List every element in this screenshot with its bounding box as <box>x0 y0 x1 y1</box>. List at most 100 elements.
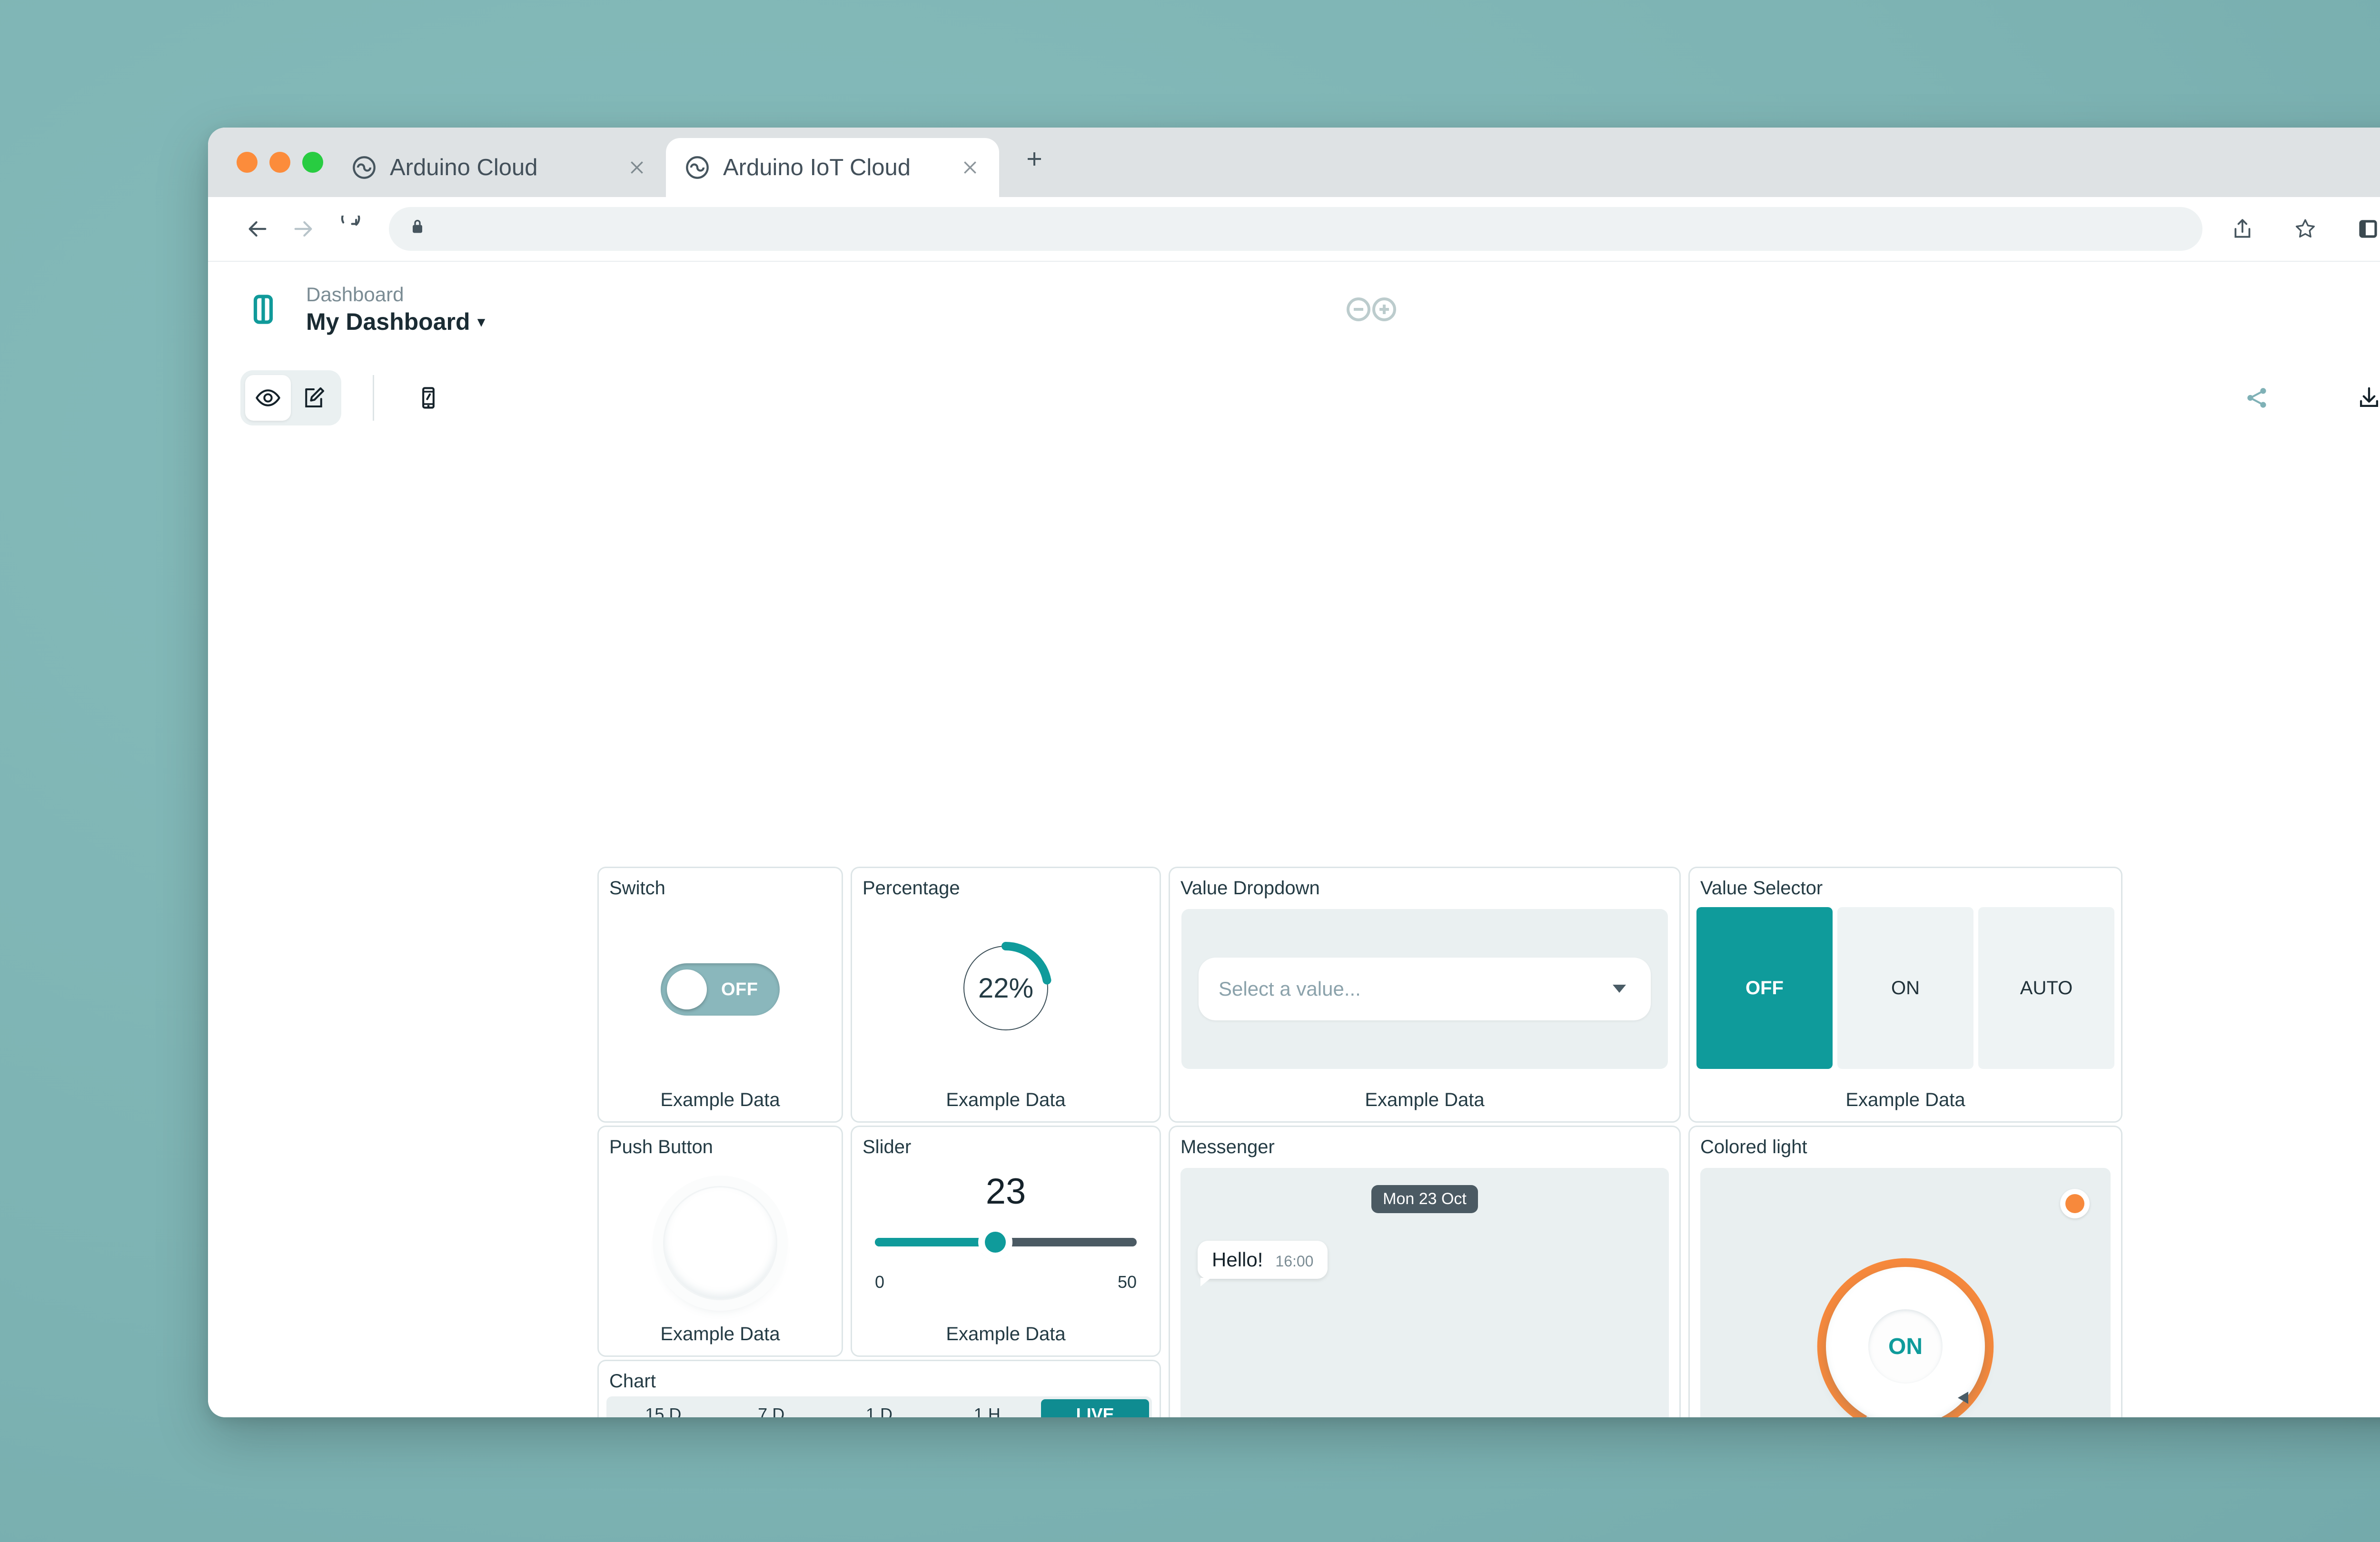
mode-toggle-group <box>240 370 341 425</box>
edit-mode-button[interactable] <box>291 375 337 421</box>
widget-title: Push Button <box>609 1137 713 1157</box>
mobile-preview-button[interactable] <box>406 375 451 421</box>
dashboard-canvas: Switch OFF Example Data Percentage <box>208 439 2380 1417</box>
switch-control-area: OFF <box>599 963 842 1016</box>
percentage-gauge: 22% <box>958 940 1053 1036</box>
value-selector-options: OFF ON AUTO <box>1696 907 2114 1069</box>
message-text: Hello! <box>1212 1248 1263 1271</box>
tab-title: Arduino IoT Cloud <box>723 155 911 180</box>
widget-slider[interactable]: Slider 23 0 50 Example Data <box>851 1126 1161 1357</box>
message-date-divider-row: Mon 23 Oct <box>1180 1185 1669 1213</box>
page-title-text: My Dashboard <box>306 308 470 335</box>
slider-min: 0 <box>875 1272 885 1292</box>
value-selector-option-off[interactable]: OFF <box>1696 907 1833 1069</box>
tab-arduino-cloud[interactable]: Arduino Cloud <box>333 138 666 197</box>
message-date-divider: Mon 23 Oct <box>1371 1185 1478 1213</box>
widget-switch[interactable]: Switch OFF Example Data <box>597 867 843 1123</box>
slider-track[interactable] <box>875 1232 1137 1253</box>
percentage-gauge-area: 22% <box>852 940 1160 1036</box>
minimize-window-button[interactable] <box>269 152 290 173</box>
browser-actions: S <box>2220 206 2380 252</box>
widget-title: Chart <box>609 1371 656 1392</box>
color-swatch[interactable] <box>2060 1189 2090 1218</box>
chart-range-1d[interactable]: 1 D <box>865 1404 892 1417</box>
app-header: Dashboard My Dashboard ▾ <box>208 262 2380 357</box>
slider-range-labels: 0 50 <box>875 1272 1137 1292</box>
chart-range-15d[interactable]: 15 D <box>645 1404 682 1417</box>
dashboard-action-bar <box>208 357 2380 439</box>
widget-value-dropdown[interactable]: Value Dropdown Select a value... Example… <box>1169 867 1681 1123</box>
light-dial[interactable]: ON <box>1813 1254 1998 1417</box>
close-window-button[interactable] <box>237 152 258 173</box>
slider-area: 23 0 50 <box>875 1171 1137 1292</box>
breadcrumb: Dashboard My Dashboard ▾ <box>306 284 485 335</box>
widget-title: Value Dropdown <box>1180 878 1320 899</box>
chart-range-7d[interactable]: 7 D <box>758 1404 785 1417</box>
slider-thumb[interactable] <box>985 1232 1006 1253</box>
push-button-area <box>599 1186 842 1300</box>
message-row: Hello! 16:00 <box>1198 1241 1669 1286</box>
message-bubble: Hello! 16:00 <box>1198 1241 1328 1286</box>
slider-max: 50 <box>1117 1272 1137 1292</box>
colored-light-panel: ON 100 <box>1700 1168 2111 1417</box>
widget-footer: Example Data <box>1845 1089 1965 1110</box>
close-icon[interactable] <box>624 155 650 180</box>
chart-range-1h[interactable]: 1 H <box>973 1404 1001 1417</box>
arduino-favicon-icon <box>685 155 710 180</box>
value-selector-option-auto[interactable]: AUTO <box>1978 907 2114 1069</box>
chevron-down-icon: ▾ <box>477 314 485 330</box>
widget-chart[interactable]: Chart 15 D 7 D 1 D 1 H LIVE <box>597 1360 1161 1417</box>
bookmark-star-icon[interactable] <box>2282 206 2328 252</box>
widget-messenger[interactable]: Messenger Mon 23 Oct Hello! 16:00 Type a <box>1169 1126 1681 1417</box>
switch-toggle[interactable]: OFF <box>661 963 780 1016</box>
share-icon[interactable] <box>2220 206 2265 252</box>
download-icon[interactable] <box>2346 375 2380 421</box>
light-state-button[interactable]: ON <box>1868 1309 1943 1384</box>
value-selector-option-on[interactable]: ON <box>1837 907 1973 1069</box>
widget-title: Percentage <box>863 878 960 899</box>
switch-knob <box>667 969 707 1009</box>
reload-icon[interactable] <box>326 206 372 252</box>
view-mode-button[interactable] <box>245 375 291 421</box>
message-time: 16:00 <box>1275 1253 1314 1270</box>
dropdown-select[interactable]: Select a value... <box>1199 958 1651 1020</box>
percentage-value: 22% <box>978 972 1034 1004</box>
color-swatch-fill <box>2065 1194 2084 1213</box>
chevron-down-icon <box>1608 977 1631 1002</box>
widget-footer: Example Data <box>660 1324 780 1344</box>
widget-title: Colored light <box>1700 1137 1807 1157</box>
page-title[interactable]: My Dashboard ▾ <box>306 308 485 335</box>
window-traffic-lights <box>237 152 323 173</box>
browser-window: Arduino Cloud Arduino IoT Cloud <box>208 128 2380 1417</box>
sidebar-toggle-icon[interactable] <box>2345 206 2380 252</box>
breadcrumb-parent: Dashboard <box>306 283 404 306</box>
widget-value-selector[interactable]: Value Selector OFF ON AUTO Example Data <box>1688 867 2122 1123</box>
widget-footer: Example Data <box>660 1089 780 1110</box>
widget-title: Messenger <box>1180 1137 1275 1157</box>
address-bar[interactable] <box>389 207 2202 251</box>
widget-percentage[interactable]: Percentage 22% Example Data <box>851 867 1161 1123</box>
chart-range-live[interactable]: LIVE <box>1041 1399 1149 1417</box>
share-icon[interactable] <box>2234 375 2280 421</box>
close-icon[interactable] <box>957 155 983 180</box>
dashboard-actions <box>2234 375 2380 421</box>
tab-list: Arduino Cloud Arduino IoT Cloud <box>333 128 1057 197</box>
back-icon[interactable] <box>235 206 280 252</box>
new-tab-button[interactable] <box>1012 136 1057 182</box>
widget-footer: Example Data <box>946 1089 1066 1110</box>
widget-colored-light[interactable]: Colored light ON <box>1688 1126 2122 1417</box>
tab-arduino-iot-cloud[interactable]: Arduino IoT Cloud <box>666 138 999 197</box>
zoom-window-button[interactable] <box>302 152 323 173</box>
dropdown-panel: Select a value... <box>1181 909 1668 1069</box>
divider <box>373 375 374 421</box>
push-button-control[interactable] <box>663 1186 777 1300</box>
slider-value: 23 <box>985 1171 1026 1212</box>
forward-icon[interactable] <box>280 206 326 252</box>
widget-title: Switch <box>609 878 665 899</box>
widget-push-button[interactable]: Push Button Example Data <box>597 1126 843 1357</box>
browser-toolbar: S <box>208 197 2380 262</box>
sidebar-panel-icon[interactable] <box>240 287 286 332</box>
gauge-svg <box>960 942 1052 1034</box>
slider-fill <box>875 1238 995 1246</box>
